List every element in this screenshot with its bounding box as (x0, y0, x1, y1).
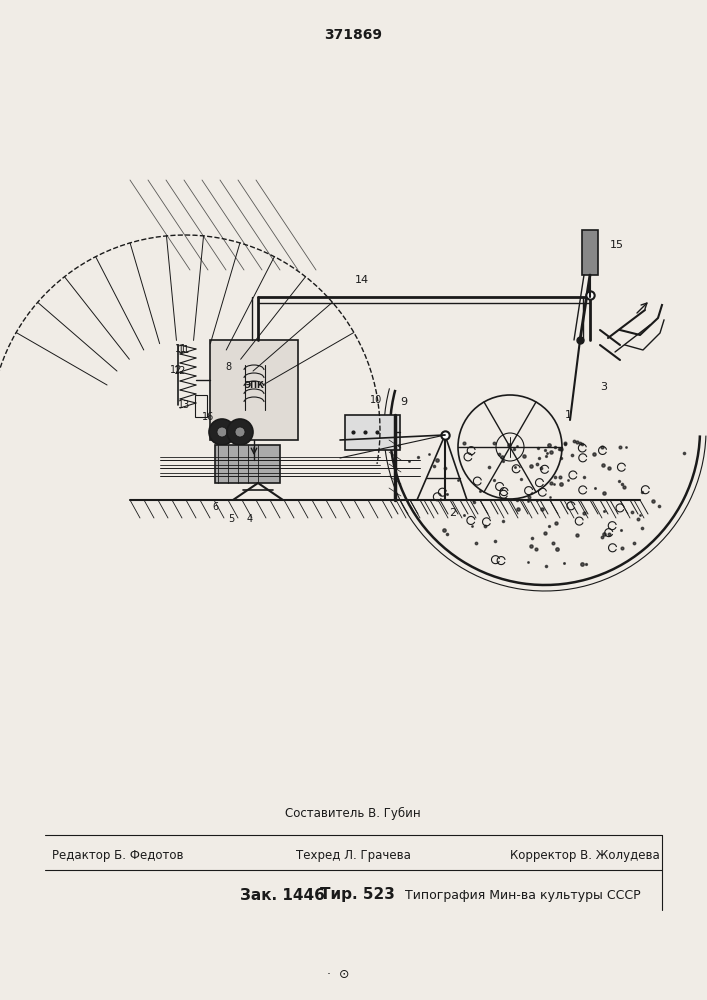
Text: 12: 12 (170, 365, 182, 375)
Text: Тир. 523: Тир. 523 (320, 888, 395, 902)
Text: 12: 12 (174, 366, 187, 376)
Circle shape (227, 419, 253, 445)
Text: 11: 11 (175, 344, 187, 354)
Bar (582, 230, 598, 275)
Text: Техред Л. Грачева: Техред Л. Грачева (296, 848, 411, 861)
Text: Типография Мин-ва культуры СССР: Типография Мин-ва культуры СССР (397, 888, 641, 902)
Text: 9: 9 (400, 397, 407, 407)
Text: 5: 5 (228, 514, 234, 524)
Circle shape (235, 427, 245, 437)
Text: ЭПК: ЭПК (244, 380, 264, 389)
Text: ·  ⊙: · ⊙ (327, 968, 349, 982)
Text: Зак. 1446: Зак. 1446 (240, 888, 325, 902)
Text: 3: 3 (600, 382, 607, 392)
Bar (215, 445, 280, 483)
Text: 4: 4 (247, 514, 253, 524)
Text: 14: 14 (355, 275, 369, 285)
Text: 13: 13 (178, 400, 190, 410)
Text: 371869: 371869 (324, 28, 382, 42)
Circle shape (217, 427, 227, 437)
Text: 2: 2 (449, 508, 456, 518)
Circle shape (209, 419, 235, 445)
Bar (210, 340, 298, 440)
Text: 15: 15 (610, 240, 624, 250)
Text: 6: 6 (212, 502, 218, 512)
Text: 8: 8 (225, 362, 231, 372)
Text: Редактор Б. Федотов: Редактор Б. Федотов (52, 848, 184, 861)
Text: 16: 16 (202, 412, 214, 422)
Text: Составитель В. Губин: Составитель В. Губин (285, 807, 421, 820)
Text: 10: 10 (370, 395, 382, 405)
Text: Корректор В. Жолудева: Корректор В. Жолудева (510, 848, 660, 861)
Bar (345, 415, 400, 450)
Bar (195, 395, 207, 417)
Text: 1: 1 (565, 410, 572, 420)
Text: 11: 11 (178, 345, 190, 355)
